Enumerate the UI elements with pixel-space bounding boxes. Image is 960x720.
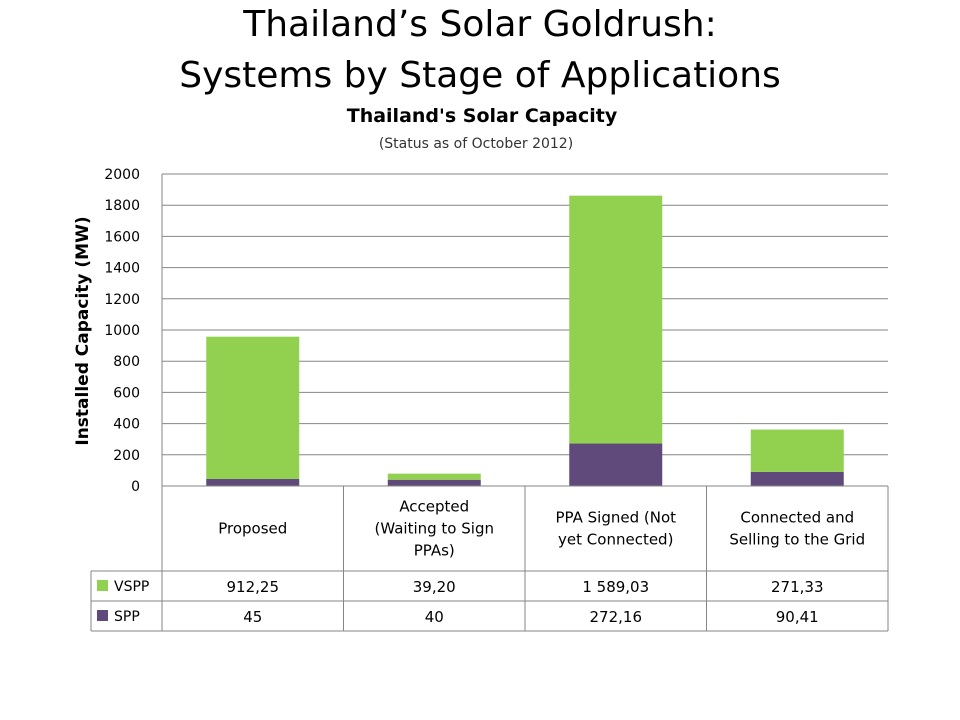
bar-vspp [206,336,300,479]
x-category-label: PPA Signed (Not [555,509,676,527]
slide-title-line2: Systems by Stage of Applications [179,55,781,96]
y-tick-label: 0 [131,479,140,495]
y-axis-label: Installed Capacity (MW) [73,216,93,445]
data-label: 40 [425,608,444,626]
bar-spp [387,479,481,486]
y-tick-label: 400 [113,417,140,433]
legend-label-spp: SPP [114,609,140,625]
y-tick-labels: 0 200 400 600 800 1000 1200 1400 1600 1800 2000 [104,167,140,495]
bar-vspp [750,429,844,472]
data-label: 912,25 [227,578,280,596]
y-tick-label: 1400 [104,261,140,277]
slide-title-line1: Thailand’s Solar Goldrush: [243,4,717,45]
data-table: Proposed Accepted (Waiting to Sign PPAs) PPA… [90,485,889,632]
y-tick-label: 1000 [104,323,140,339]
x-category-label: PPAs) [414,542,455,560]
y-tick-label: 1200 [104,292,140,308]
data-label: 271,33 [771,578,824,596]
x-category-label: (Waiting to Sign [375,520,494,538]
data-label: 45 [243,608,262,626]
data-label: 272,16 [590,608,643,626]
chart-title: Thailand's Solar Capacity [347,105,618,127]
legend-swatch-vspp [97,580,108,591]
x-category-label: Connected and [740,509,854,527]
bar-vspp [387,473,481,480]
x-category-label: yet Connected) [558,531,673,549]
y-tick-label: 600 [113,385,140,401]
data-label: 1 589,03 [582,578,649,596]
y-tick-label: 200 [113,448,140,464]
x-category-label: Accepted [399,498,469,516]
bar-spp [206,478,300,486]
bars [206,195,844,486]
y-tick-label: 800 [113,354,140,370]
bar-spp [569,443,663,486]
y-tick-label: 1600 [104,229,140,245]
bar-vspp [569,195,663,444]
bar-spp [750,471,844,486]
y-tick-label: 2000 [104,167,140,183]
y-tick-label: 1800 [104,198,140,214]
x-category-label: Selling to the Grid [729,531,865,549]
data-label: 90,41 [776,608,819,626]
chart-subtitle: (Status as of October 2012) [379,136,573,152]
legend-swatch-spp [97,610,108,621]
data-label: 39,20 [413,578,456,596]
legend-label-vspp: VSPP [114,579,149,595]
x-category-label: Proposed [218,520,287,538]
